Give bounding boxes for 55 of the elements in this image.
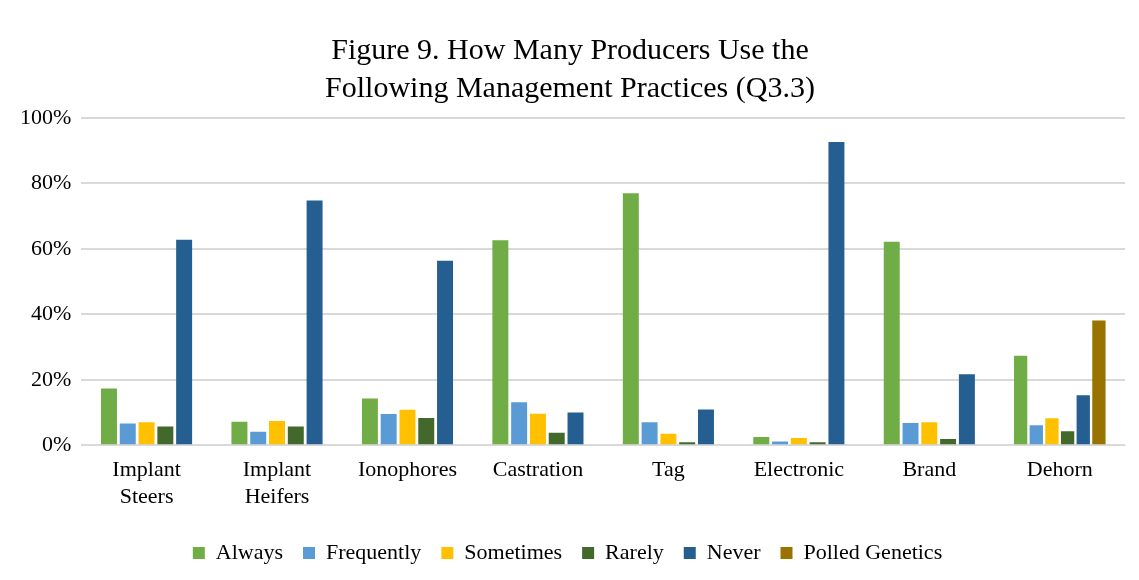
bar xyxy=(1013,355,1028,445)
chart-title: Figure 9. How Many Producers Use the Following Management Practices (Q3.3) xyxy=(324,31,816,105)
bar xyxy=(231,421,248,445)
bar xyxy=(138,422,155,445)
bar xyxy=(511,402,528,445)
x-tick-label: Implant Heifers xyxy=(242,456,312,508)
x-tick-label: Tag xyxy=(652,456,685,482)
bar xyxy=(269,420,285,445)
x-tick-label: Ionophores xyxy=(357,456,457,482)
x-tick-label: Brand xyxy=(902,456,957,482)
bar xyxy=(622,193,639,445)
bar xyxy=(883,241,900,445)
bar xyxy=(548,432,565,445)
x-tick-label: Implant Steers xyxy=(112,456,181,508)
bar xyxy=(753,437,770,445)
y-tick-label: 80% xyxy=(31,169,72,195)
bar xyxy=(940,438,957,445)
bar xyxy=(306,200,323,445)
bar xyxy=(119,423,136,445)
bar xyxy=(157,426,174,445)
x-tick-label: Electronic xyxy=(753,456,845,482)
x-tick-label: Castration xyxy=(492,456,584,482)
bar xyxy=(567,412,584,445)
bar xyxy=(641,422,658,445)
legend-label: Rarely xyxy=(605,538,664,564)
bar xyxy=(287,426,304,445)
y-tick-label: 20% xyxy=(31,365,72,391)
bar xyxy=(380,414,397,445)
bar xyxy=(697,409,714,445)
bar xyxy=(101,388,117,445)
x-tick-label: Dehorn xyxy=(1026,456,1093,482)
legend-label: Polled Genetics xyxy=(803,538,943,564)
y-tick-label: 0% xyxy=(42,430,72,456)
bar xyxy=(492,240,509,445)
y-tick-label: 40% xyxy=(31,300,72,326)
bar xyxy=(921,422,938,445)
bar xyxy=(660,433,677,445)
legend-label: Frequently xyxy=(326,538,422,564)
legend-label: Never xyxy=(706,538,762,564)
bar xyxy=(176,239,193,445)
bar xyxy=(902,422,919,445)
bar xyxy=(399,409,416,445)
bar xyxy=(790,438,807,445)
bar xyxy=(437,260,454,445)
bar xyxy=(529,413,546,445)
bar xyxy=(361,398,378,445)
bar xyxy=(1092,320,1106,445)
legend-label: Sometimes xyxy=(464,538,563,564)
bar xyxy=(828,141,845,445)
bar xyxy=(958,374,975,445)
legend-label: Always xyxy=(215,538,284,564)
bar xyxy=(418,418,435,445)
bar xyxy=(250,431,267,445)
y-tick-label: 100% xyxy=(20,103,72,129)
y-tick-label: 60% xyxy=(31,234,72,260)
